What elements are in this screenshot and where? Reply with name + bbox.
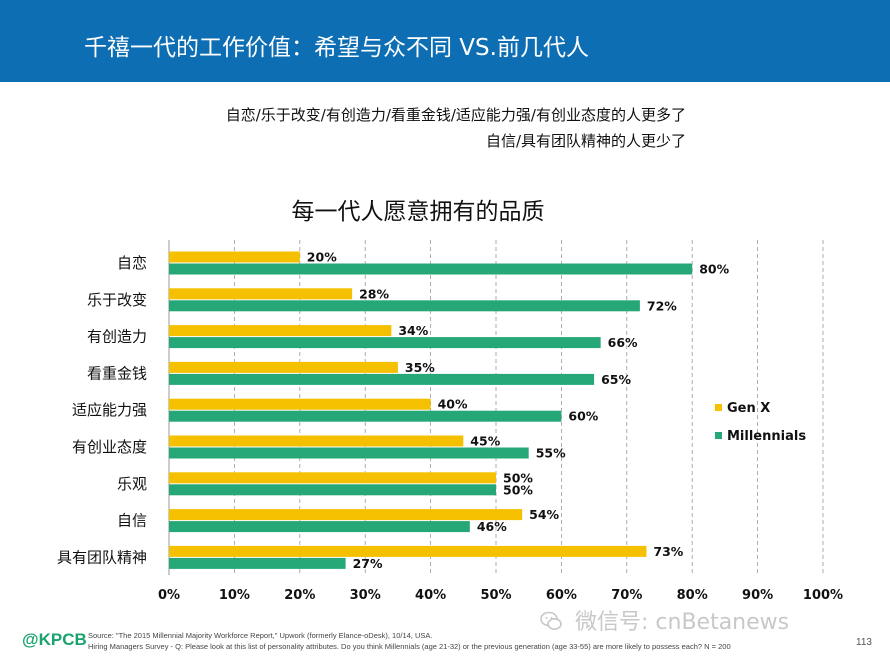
- subtitle-line-1: 自恋/乐于改变/有创造力/看重金钱/适应能力强/有创业态度的人更多了: [225, 106, 686, 124]
- bar-millennials: [169, 521, 470, 533]
- data-label-genx: 50%: [503, 470, 533, 485]
- wechat-icon: [540, 611, 562, 630]
- bar-millennials: [169, 300, 640, 312]
- subtitle-line-2: 自信/具有团队精神的人更少了: [485, 132, 686, 150]
- bar-millennials: [169, 557, 346, 569]
- data-label-millennials: 72%: [647, 298, 677, 313]
- category-label: 乐观: [117, 475, 147, 493]
- bar-millennials: [169, 484, 496, 496]
- x-tick-label: 30%: [350, 588, 381, 603]
- bar-millennials: [169, 373, 595, 385]
- x-tick-label: 50%: [480, 588, 511, 603]
- data-label-millennials: 46%: [477, 519, 507, 534]
- data-label-millennials: 50%: [503, 482, 533, 497]
- x-tick-label: 80%: [677, 588, 708, 603]
- data-label-genx: 40%: [438, 397, 468, 412]
- category-label: 乐于改变: [87, 291, 147, 309]
- bar-genx: [169, 472, 496, 484]
- data-label-millennials: 27%: [353, 556, 383, 571]
- chart-title: 每一代人愿意拥有的品质: [291, 199, 545, 225]
- category-label: 有创造力: [87, 328, 147, 346]
- data-label-genx: 34%: [398, 323, 428, 338]
- data-label-millennials: 80%: [699, 262, 729, 277]
- bar-genx: [169, 509, 523, 521]
- x-tick-label: 60%: [546, 588, 577, 603]
- page-number: 113: [856, 637, 872, 648]
- x-tick-label: 90%: [742, 588, 773, 603]
- category-label: 具有团队精神: [57, 548, 147, 566]
- bar-genx: [169, 435, 464, 447]
- x-tick-label: 40%: [415, 588, 446, 603]
- page-title: 千禧一代的工作价值：希望与众不同 VS.前几代人: [84, 35, 589, 61]
- source-line-1: Source: "The 2015 Millennial Majority Wo…: [88, 631, 433, 640]
- bar-millennials: [169, 447, 529, 459]
- category-label: 自恋: [117, 254, 147, 272]
- category-label: 看重金钱: [87, 364, 147, 382]
- category-label: 自信: [117, 512, 147, 530]
- bar-genx: [169, 398, 431, 410]
- data-label-millennials: 55%: [536, 446, 566, 461]
- bar-genx: [169, 325, 392, 337]
- data-label-genx: 54%: [529, 507, 559, 522]
- x-tick-label: 70%: [611, 588, 642, 603]
- bar-millennials: [169, 337, 601, 349]
- kpcb-logo: @KPCB: [22, 630, 87, 649]
- bar-millennials: [169, 263, 693, 275]
- watermark-text: 微信号: cnBetanews: [575, 610, 790, 635]
- x-tick-label: 100%: [803, 588, 843, 603]
- bar-millennials: [169, 410, 562, 422]
- bar-genx: [169, 288, 353, 300]
- data-label-genx: 20%: [307, 250, 337, 265]
- legend-label: Gen X: [727, 401, 770, 416]
- data-label-genx: 73%: [653, 544, 683, 559]
- category-label: 有创业态度: [72, 438, 147, 456]
- source-line-2: Hiring Managers Survey - Q: Please look …: [88, 642, 731, 651]
- x-tick-label: 10%: [219, 588, 250, 603]
- data-label-genx: 35%: [405, 360, 435, 375]
- bar-genx: [169, 361, 398, 373]
- data-label-millennials: 60%: [568, 409, 598, 424]
- legend-swatch: [715, 404, 722, 411]
- data-label-genx: 28%: [359, 286, 389, 301]
- watermark: 微信号: cnBetanews: [540, 604, 789, 636]
- bar-genx: [169, 545, 647, 557]
- bar-genx: [169, 251, 300, 263]
- x-tick-label: 20%: [284, 588, 315, 603]
- legend-swatch: [715, 432, 722, 439]
- legend-label: Millennials: [727, 429, 806, 444]
- header-bar: 千禧一代的工作价值：希望与众不同 VS.前几代人: [0, 0, 890, 82]
- category-label: 适应能力强: [72, 401, 147, 419]
- data-label-millennials: 65%: [601, 372, 631, 387]
- data-label-millennials: 66%: [608, 335, 638, 350]
- data-label-genx: 45%: [470, 434, 500, 449]
- x-tick-label: 0%: [158, 588, 180, 603]
